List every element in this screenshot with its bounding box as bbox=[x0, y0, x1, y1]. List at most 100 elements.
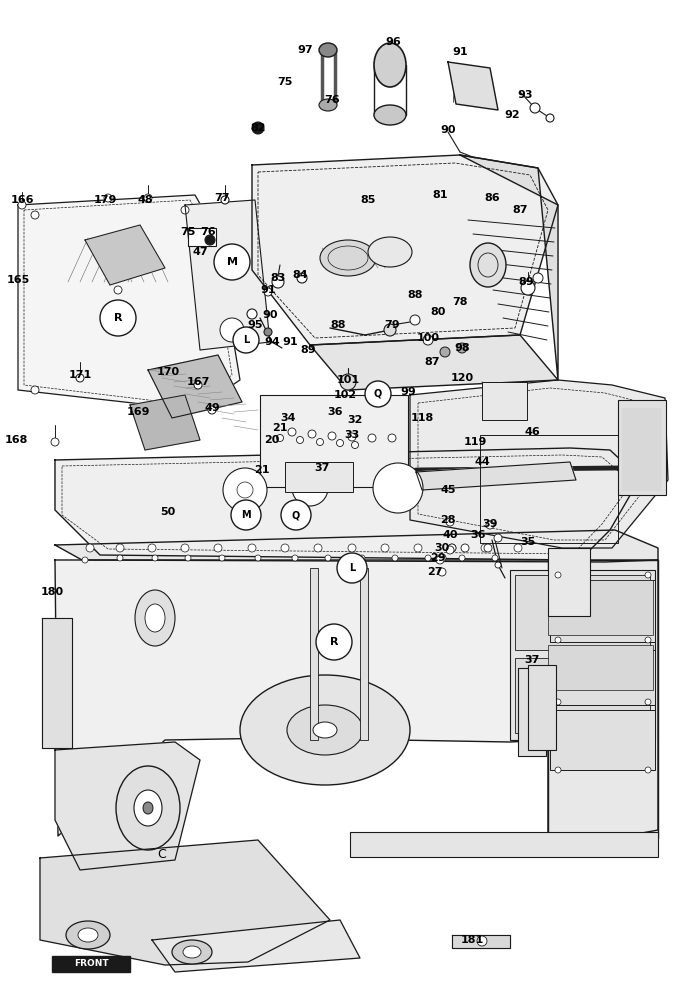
Circle shape bbox=[223, 468, 267, 512]
Circle shape bbox=[76, 374, 84, 382]
Bar bbox=[482, 382, 527, 420]
Circle shape bbox=[325, 555, 331, 561]
Text: 80: 80 bbox=[430, 307, 446, 317]
Text: 44: 44 bbox=[474, 457, 490, 467]
Text: 37: 37 bbox=[314, 463, 330, 473]
Polygon shape bbox=[55, 530, 658, 562]
Text: 168: 168 bbox=[4, 435, 28, 445]
Circle shape bbox=[459, 555, 465, 561]
Polygon shape bbox=[152, 920, 360, 972]
Circle shape bbox=[18, 201, 26, 209]
Ellipse shape bbox=[287, 705, 363, 755]
Polygon shape bbox=[448, 62, 498, 110]
Circle shape bbox=[494, 534, 502, 542]
Ellipse shape bbox=[135, 590, 175, 646]
Text: 171: 171 bbox=[68, 370, 92, 380]
Ellipse shape bbox=[240, 675, 410, 785]
Text: 87: 87 bbox=[424, 357, 440, 367]
Text: Q: Q bbox=[374, 389, 382, 399]
Text: 76: 76 bbox=[324, 95, 340, 105]
Text: 34: 34 bbox=[280, 413, 296, 423]
Text: Q: Q bbox=[292, 510, 300, 520]
Text: 32: 32 bbox=[347, 415, 363, 425]
Ellipse shape bbox=[145, 604, 165, 632]
Text: 96: 96 bbox=[385, 37, 401, 47]
Ellipse shape bbox=[470, 243, 506, 287]
Circle shape bbox=[645, 699, 651, 705]
Circle shape bbox=[365, 381, 391, 407]
Circle shape bbox=[86, 544, 94, 552]
Circle shape bbox=[555, 767, 561, 773]
Bar bbox=[515, 575, 650, 650]
Circle shape bbox=[457, 343, 467, 353]
Circle shape bbox=[194, 381, 202, 389]
Bar bbox=[515, 658, 650, 733]
Polygon shape bbox=[40, 840, 330, 965]
Ellipse shape bbox=[183, 946, 201, 958]
Circle shape bbox=[205, 235, 215, 245]
Circle shape bbox=[31, 211, 39, 219]
Circle shape bbox=[152, 555, 158, 561]
Text: 78: 78 bbox=[452, 297, 468, 307]
Ellipse shape bbox=[66, 921, 110, 949]
Text: 120: 120 bbox=[451, 373, 473, 383]
Circle shape bbox=[484, 544, 492, 552]
Circle shape bbox=[104, 194, 112, 202]
Bar bbox=[350, 832, 658, 857]
Circle shape bbox=[436, 556, 444, 564]
Circle shape bbox=[328, 432, 336, 440]
Circle shape bbox=[392, 555, 398, 561]
Text: 29: 29 bbox=[430, 553, 446, 563]
Circle shape bbox=[185, 555, 191, 561]
Text: 83: 83 bbox=[270, 273, 286, 283]
Polygon shape bbox=[310, 335, 558, 390]
Circle shape bbox=[555, 637, 561, 643]
Circle shape bbox=[31, 386, 39, 394]
Text: 48: 48 bbox=[137, 195, 153, 205]
Text: 40: 40 bbox=[442, 530, 458, 540]
Circle shape bbox=[231, 500, 261, 530]
Circle shape bbox=[555, 572, 561, 578]
Circle shape bbox=[446, 518, 454, 526]
Bar bbox=[285, 462, 353, 492]
Bar bbox=[548, 548, 590, 616]
Polygon shape bbox=[130, 395, 200, 450]
Ellipse shape bbox=[319, 99, 337, 111]
Circle shape bbox=[281, 500, 311, 530]
Text: 92: 92 bbox=[504, 110, 520, 120]
Polygon shape bbox=[460, 155, 558, 380]
Text: 28: 28 bbox=[440, 515, 455, 525]
Circle shape bbox=[252, 122, 264, 134]
Text: 75: 75 bbox=[277, 77, 292, 87]
Text: 89: 89 bbox=[518, 277, 534, 287]
Polygon shape bbox=[452, 935, 510, 948]
Bar bbox=[548, 645, 653, 690]
Text: 91: 91 bbox=[282, 337, 298, 347]
Text: 36: 36 bbox=[327, 407, 343, 417]
Circle shape bbox=[440, 347, 450, 357]
Circle shape bbox=[208, 406, 216, 414]
Text: 20: 20 bbox=[264, 435, 280, 445]
Text: 170: 170 bbox=[156, 367, 180, 377]
Bar bbox=[518, 668, 546, 756]
Bar bbox=[480, 435, 618, 543]
Text: 88: 88 bbox=[407, 290, 422, 300]
Circle shape bbox=[410, 315, 420, 325]
Ellipse shape bbox=[368, 237, 412, 267]
Circle shape bbox=[148, 544, 156, 552]
Circle shape bbox=[645, 767, 651, 773]
Circle shape bbox=[425, 555, 431, 561]
Text: 90: 90 bbox=[440, 125, 455, 135]
Text: 46: 46 bbox=[524, 427, 540, 437]
Text: 50: 50 bbox=[160, 507, 175, 517]
Circle shape bbox=[316, 624, 352, 660]
Circle shape bbox=[314, 544, 322, 552]
Circle shape bbox=[144, 194, 152, 202]
Ellipse shape bbox=[78, 928, 98, 942]
Text: R: R bbox=[330, 637, 338, 647]
Text: 45: 45 bbox=[440, 485, 455, 495]
Text: 89: 89 bbox=[300, 345, 316, 355]
Text: FRONT: FRONT bbox=[74, 960, 108, 968]
Circle shape bbox=[337, 553, 367, 583]
Circle shape bbox=[116, 544, 124, 552]
